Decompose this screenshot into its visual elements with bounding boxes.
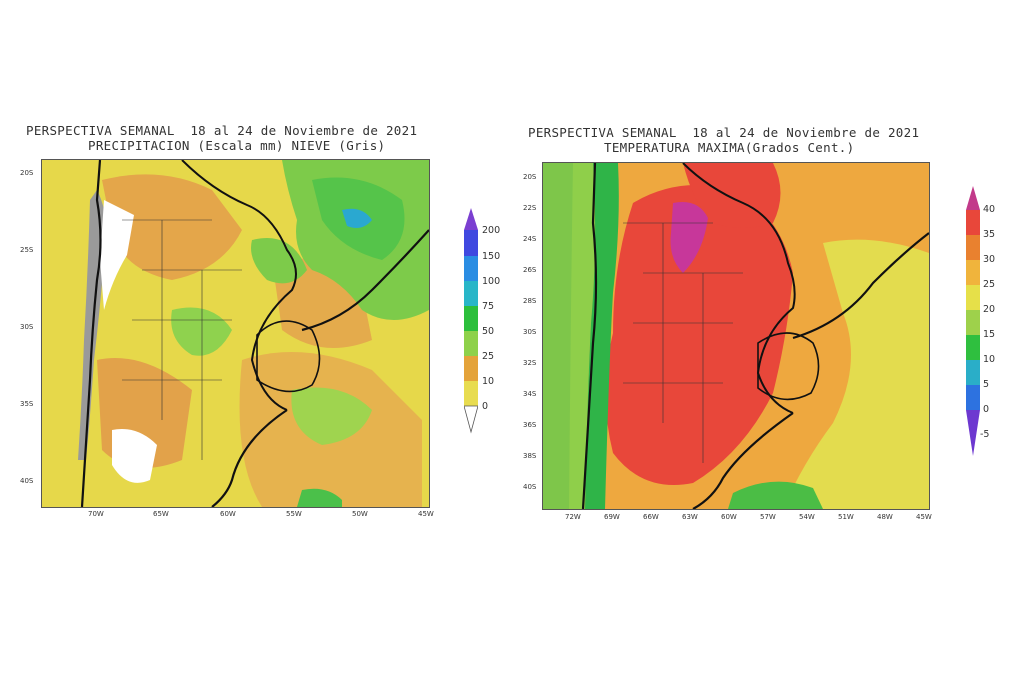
lon-tick: 57W [760,513,776,521]
colorbar-label: 0 [983,404,990,415]
precipitation-map-graphic [42,160,429,507]
lat-tick: 34S [523,390,537,398]
lon-tick: 69W [604,513,620,521]
lat-tick: 36S [523,421,537,429]
lat-tick: 30S [20,323,34,331]
colorbar-segment [464,281,478,306]
lat-tick: 24S [523,235,537,243]
map-title-line2: PRECIPITACION (Escala mm) NIEVE (Gris) [88,138,386,153]
colorbar-label: 35 [983,229,996,240]
colorbar-segment [966,310,980,335]
temperature-map-graphic [543,163,929,509]
colorbar-label: 30 [983,254,996,265]
lon-tick: 60W [220,510,236,518]
lat-tick: 32S [523,359,537,367]
lon-tick: 65W [153,510,169,518]
map-title-line2: TEMPERATURA MAXIMA(Grados Cent.) [604,140,855,155]
temperature-colorbar [966,186,980,456]
lat-tick: 30S [523,328,537,336]
colorbar-segment [966,360,980,385]
colorbar-label: 25 [983,279,996,290]
colorbar-label: 20 [983,304,996,315]
lon-tick: 60W [721,513,737,521]
colorbar-label: 50 [482,326,495,337]
colorbar-segment [464,230,478,256]
colorbar-label: 5 [983,379,990,390]
lon-tick: 63W [682,513,698,521]
colorbar-segment [464,381,478,406]
temperature-map [542,162,930,510]
colorbar-label: 25 [482,351,495,362]
colorbar-segment [966,210,980,235]
lon-tick: 70W [88,510,104,518]
lon-tick: 51W [838,513,854,521]
lon-tick: 55W [286,510,302,518]
colorbar-label: 150 [482,251,501,262]
colorbar-label: 10 [983,354,996,365]
colorbar-segment [464,208,478,230]
colorbar-segment [966,235,980,260]
lat-tick: 40S [523,483,537,491]
lon-tick: 50W [352,510,368,518]
colorbar-segment [464,356,478,381]
map-title-line1: PERSPECTIVA SEMANAL 18 al 24 de Noviembr… [26,123,418,138]
colorbar-segment [966,410,980,456]
colorbar-label: 0 [482,401,489,412]
lat-tick: 26S [523,266,537,274]
colorbar-label: 200 [482,225,501,236]
lat-tick: 25S [20,246,34,254]
colorbar-segment [464,306,478,331]
lat-tick: 38S [523,452,537,460]
precipitation-colorbar [464,208,478,434]
colorbar-segment [966,385,980,410]
colorbar-label: 10 [482,376,495,387]
colorbar-label: 15 [983,329,996,340]
lat-tick: 35S [20,400,34,408]
lat-tick: 28S [523,297,537,305]
colorbar-label: -5 [980,429,990,440]
lon-tick: 45W [418,510,434,518]
colorbar-segment [464,331,478,356]
colorbar-segment [966,260,980,285]
precipitation-map [41,159,430,508]
colorbar-segment [966,335,980,360]
colorbar-label: 40 [983,204,996,215]
lon-tick: 48W [877,513,893,521]
colorbar-segment [464,256,478,281]
lat-tick: 22S [523,204,537,212]
map-title-line1: PERSPECTIVA SEMANAL 18 al 24 de Noviembr… [528,125,920,140]
lon-tick: 66W [643,513,659,521]
lat-tick: 20S [523,173,537,181]
colorbar-segment [966,186,980,210]
colorbar-segment [966,285,980,310]
colorbar-label: 100 [482,276,501,287]
lat-tick: 20S [20,169,34,177]
lon-tick: 72W [565,513,581,521]
colorbar-segment [464,405,478,434]
lat-tick: 40S [20,477,34,485]
lon-tick: 45W [916,513,932,521]
lon-tick: 54W [799,513,815,521]
colorbar-label: 75 [482,301,495,312]
